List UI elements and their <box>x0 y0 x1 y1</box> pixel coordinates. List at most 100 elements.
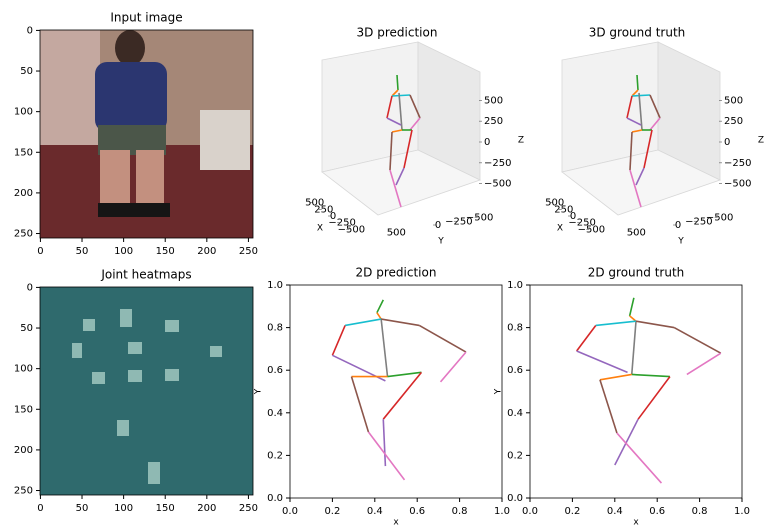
x-tick-label: 200 <box>197 503 216 514</box>
z-tick-label: −250 <box>484 158 511 169</box>
skeleton-bone <box>441 352 466 382</box>
3d-pred-box <box>322 42 480 215</box>
x-axis-label: x <box>633 518 639 527</box>
y-tick-label: 0.6 <box>267 365 283 376</box>
x-tick-label: 0.6 <box>409 506 425 517</box>
z-tick-label: 250 <box>484 116 503 127</box>
skeleton-bone <box>381 319 387 377</box>
3d-gt-box <box>562 42 720 215</box>
z-axis-label: Z <box>518 136 524 146</box>
z-axis-label: Z <box>758 136 764 146</box>
skeleton-bone <box>577 325 596 351</box>
z-tick-label: 0 <box>724 137 730 148</box>
skeleton-bone <box>638 377 670 420</box>
y-axis-label: Y <box>437 237 444 247</box>
y-tick-label: 50 <box>20 323 33 334</box>
chart-title: 3D prediction <box>357 26 438 40</box>
x-tick-label: 200 <box>197 246 216 257</box>
y-tick-label: 500 <box>627 228 646 239</box>
z-tick-label: −500 <box>724 179 751 190</box>
y-tick-label: 0.8 <box>267 323 283 334</box>
skeleton-bone <box>419 325 466 352</box>
input-photo <box>40 30 253 238</box>
skeleton-bone <box>381 319 419 325</box>
y-tick-label: −500 <box>466 213 493 224</box>
y-tick-label: 0.8 <box>507 323 523 334</box>
y-tick-label: 0.2 <box>507 450 523 461</box>
y-tick-label: 0 <box>435 220 441 231</box>
x-tick-label: 0.6 <box>649 506 665 517</box>
x-axis-label: X <box>317 224 323 234</box>
y-tick-label: 200 <box>14 188 33 199</box>
chart-title: Input image <box>110 11 182 25</box>
x-tick-label: 250 <box>239 246 258 257</box>
axes-frame <box>290 285 502 498</box>
x-tick-label: 0 <box>37 246 43 257</box>
x-tick-label: 0.0 <box>282 506 298 517</box>
chart-title: 3D ground truth <box>589 26 686 40</box>
y-tick-label: 0.6 <box>507 365 523 376</box>
x-tick-label: 1.0 <box>494 506 510 517</box>
x-tick-label: 50 <box>76 246 89 257</box>
chart-title: Joint heatmaps <box>100 268 191 282</box>
x-tick-label: 150 <box>156 246 175 257</box>
x-tick-label: 0 <box>37 503 43 514</box>
y-tick-label: 100 <box>14 107 33 118</box>
skeleton-bone <box>383 372 421 419</box>
chart-title: 2D ground truth <box>588 266 685 280</box>
x-tick-label: 0.0 <box>522 506 538 517</box>
skeleton-bone <box>674 328 721 354</box>
heatmap-image <box>40 287 253 495</box>
skeleton-bone <box>383 419 385 466</box>
skeleton-bone <box>630 316 636 321</box>
z-tick-label: −500 <box>484 179 511 190</box>
y-tick-label: 200 <box>14 445 33 456</box>
y-tick-label: 0.2 <box>267 450 283 461</box>
z-tick-label: −250 <box>724 158 751 169</box>
x-tick-label: 100 <box>114 503 133 514</box>
y-tick-label: 250 <box>14 486 33 497</box>
chart-title: 2D prediction <box>356 266 437 280</box>
page: Input image 0 50 100 150 200 250 0 50 100 150 200 25… <box>0 0 766 527</box>
y-tick-label: 50 <box>20 66 33 77</box>
skeleton-bone <box>332 325 345 355</box>
skeleton-bone <box>600 374 632 379</box>
x-tick-label: 1.0 <box>734 506 750 517</box>
skeleton-bone <box>377 313 381 319</box>
axes-frame <box>530 285 742 498</box>
y-tick-label: 0 <box>27 282 33 293</box>
skeleton-bone <box>351 377 368 432</box>
skeleton-bone <box>368 432 404 480</box>
y-tick-label: 100 <box>14 364 33 375</box>
x-axis-label: x <box>393 518 399 527</box>
skeleton-bone <box>577 351 628 372</box>
z-tick-label: 500 <box>724 95 743 106</box>
skeleton-bone <box>617 433 662 483</box>
y-tick-label: 250 <box>14 229 33 240</box>
y-tick-label: 0.4 <box>507 408 523 419</box>
y-tick-label: 1.0 <box>507 280 523 291</box>
z-tick-label: 0 <box>484 137 490 148</box>
x-tick-label: 0.4 <box>607 506 623 517</box>
skeleton-bone <box>596 321 636 325</box>
y-tick-label: 0.4 <box>267 408 283 419</box>
x-tick-label: 0.2 <box>564 506 580 517</box>
x-tick-label: 100 <box>114 246 133 257</box>
x-tick-label: 0.8 <box>692 506 708 517</box>
y-axis-label: Y <box>254 388 264 395</box>
figure: Input image 0 50 100 150 200 250 0 50 100 150 200 25… <box>0 0 766 527</box>
skeleton-bone <box>687 353 721 374</box>
x-axis-label: X <box>557 224 563 234</box>
skeleton-bone <box>630 298 634 316</box>
y-tick-label: 1.0 <box>267 280 283 291</box>
skeleton-bone <box>615 419 638 465</box>
x-tick-label: 0.4 <box>367 506 383 517</box>
skeleton-bone <box>600 380 617 433</box>
x-tick-label: 0.8 <box>452 506 468 517</box>
y-tick-label: 500 <box>387 228 406 239</box>
x-tick-label: 50 <box>76 503 89 514</box>
y-tick-label: 150 <box>14 404 33 415</box>
x-tick-label: −500 <box>578 224 605 235</box>
x-tick-label: −500 <box>338 224 365 235</box>
x-tick-label: 250 <box>239 503 258 514</box>
